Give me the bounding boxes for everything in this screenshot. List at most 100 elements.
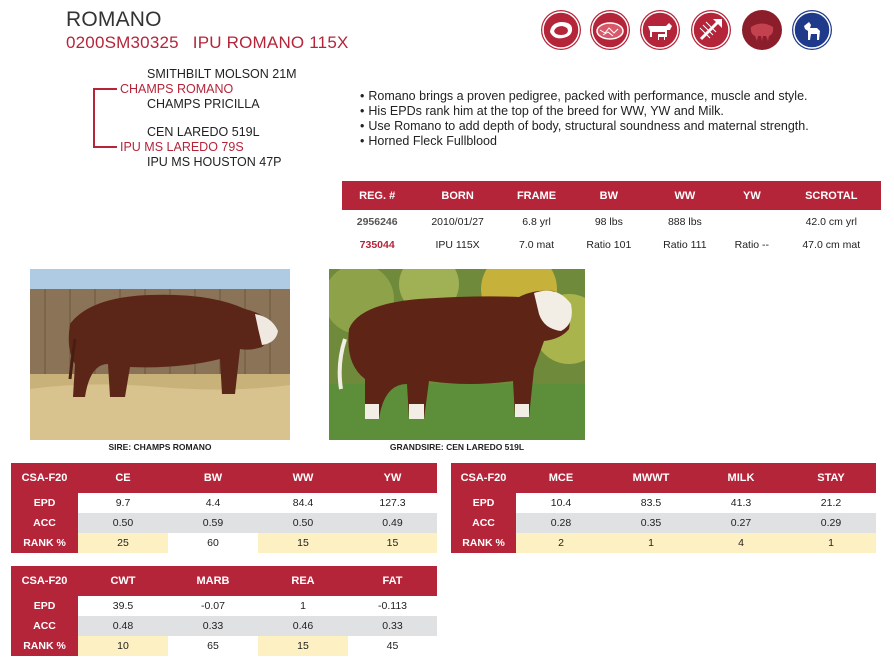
- rank-value: 1: [786, 533, 876, 553]
- rank-value: 65: [207, 640, 219, 652]
- column-header: MCE: [516, 463, 606, 493]
- epd-table-maternal: CSA-F20 MCE MWWT MILK STAY EPD 10.4 83.5…: [451, 463, 876, 553]
- row-label: ACC: [11, 616, 78, 636]
- grandsire-photo: [329, 269, 585, 440]
- table-cell: 6.8 yrl: [522, 215, 551, 228]
- acc-value: 0.48: [78, 616, 168, 636]
- epd-table-label: CSA-F20: [451, 463, 516, 493]
- bullet-item: Horned Fleck Fullblood: [360, 134, 809, 149]
- acc-value: 0.50: [78, 513, 168, 533]
- row-label: EPD: [11, 493, 78, 513]
- epd-header-row: CSA-F20 CE BW WW YW: [11, 463, 437, 493]
- registration-line: 0200SM30325 IPU ROMANO 115X: [66, 33, 349, 53]
- acc-value: 0.33: [348, 616, 437, 636]
- pedigree-bracket: [93, 88, 117, 148]
- epd-table-carcass: CSA-F20 CWT MARB REA FAT EPD 39.5 -0.07 …: [11, 566, 437, 656]
- rank-value: 4: [696, 533, 786, 553]
- epd-value: 21.2: [820, 497, 842, 509]
- table-cell: Ratio 111: [663, 238, 707, 251]
- table-cell: IPU 115X: [435, 238, 480, 251]
- header-bw: BW: [570, 181, 648, 210]
- header-scrotal: SCROTAL: [781, 181, 881, 210]
- column-header: WW: [258, 463, 348, 493]
- carcass-steak-icon: [541, 10, 581, 50]
- pedigree-dam: IPU MS LAREDO 79S: [120, 140, 244, 154]
- bullet-item: Use Romano to add depth of body, structu…: [360, 119, 808, 134]
- rank-value: 25: [78, 533, 168, 553]
- reg-number: 2956246: [356, 215, 398, 228]
- acc-value: 0.28: [516, 513, 606, 533]
- epd-value: -0.113: [378, 600, 407, 612]
- description-bullets: Romano brings a proven pedigree, packed …: [360, 89, 809, 149]
- full-name: IPU ROMANO 115X: [192, 33, 349, 52]
- table-cell: 98 lbs: [594, 215, 623, 228]
- acc-value: 0.46: [258, 616, 348, 636]
- epd-value: 4.4: [205, 497, 221, 509]
- table-cell: 2010/01/27: [431, 215, 484, 228]
- acc-value: 0.49: [348, 513, 437, 533]
- maternal-cow-calf-icon: [640, 10, 680, 50]
- row-label: ACC: [451, 513, 516, 533]
- pedigree-sire-dam: CHAMPS PRICILLA: [147, 97, 260, 111]
- rank-value: 15: [258, 636, 348, 656]
- table-row: 735044 IPU 115X 7.0 mat Ratio 101 Ratio …: [342, 233, 881, 256]
- rank-value: 60: [207, 537, 219, 549]
- epd-value: 127.3: [379, 497, 406, 509]
- epd-row: EPD 9.7 4.4 84.4 127.3: [11, 493, 437, 513]
- header-reg: REG. #: [342, 181, 413, 210]
- reg-number: 735044: [359, 238, 395, 251]
- table-cell: Ratio --: [734, 238, 770, 251]
- acc-value: 0.33: [168, 616, 258, 636]
- column-header: CWT: [78, 566, 168, 596]
- column-header: CE: [78, 463, 168, 493]
- pedigree-dam-dam: IPU MS HOUSTON 47P: [147, 155, 282, 169]
- header-yw: YW: [722, 181, 782, 210]
- marbled-beef-icon: [590, 10, 630, 50]
- table-cell: Ratio 101: [586, 238, 632, 251]
- bull-name: ROMANO: [66, 8, 162, 31]
- rank-value: 1: [606, 533, 696, 553]
- header-born: BORN: [412, 181, 503, 210]
- row-label: EPD: [11, 596, 78, 616]
- growth-arrow-icon: [691, 10, 731, 50]
- acc-row: ACC 0.48 0.33 0.46 0.33: [11, 616, 437, 636]
- epd-value: 1: [300, 600, 306, 612]
- reg-code: 0200SM30325: [66, 33, 179, 52]
- column-header: MILK: [696, 463, 786, 493]
- rank-value: 15: [258, 533, 348, 553]
- sire-photo: [30, 269, 290, 440]
- pedigree-sire-sire: SMITHBILT MOLSON 21M: [147, 67, 297, 81]
- epd-header-row: CSA-F20 MCE MWWT MILK STAY: [451, 463, 876, 493]
- table-row: 2956246 2010/01/27 6.8 yrl 98 lbs 888 lb…: [342, 210, 881, 233]
- registration-table: REG. # BORN FRAME BW WW YW SCROTAL 29562…: [342, 181, 881, 256]
- table-cell: 888 lbs: [667, 215, 702, 228]
- row-label: ACC: [11, 513, 78, 533]
- epd-header-row: CSA-F20 CWT MARB REA FAT: [11, 566, 437, 596]
- epd-value: 39.5: [112, 600, 134, 612]
- row-label: EPD: [451, 493, 516, 513]
- bullet-item: His EPDs rank him at the top of the bree…: [360, 104, 809, 119]
- row-label: RANK %: [11, 636, 78, 656]
- table-cell: 42.0 cm yrl: [805, 215, 857, 228]
- header-frame: FRAME: [502, 181, 571, 210]
- rank-value: 2: [516, 533, 606, 553]
- table-cell: [722, 210, 781, 233]
- column-header: MWWT: [606, 463, 696, 493]
- column-header: YW: [348, 463, 437, 493]
- acc-value: 0.29: [786, 513, 876, 533]
- epd-value: 10.4: [550, 497, 572, 509]
- epd-value: 9.7: [115, 497, 131, 509]
- column-header: STAY: [786, 463, 876, 493]
- epd-table-growth: CSA-F20 CE BW WW YW EPD 9.7 4.4 84.4 127…: [11, 463, 437, 553]
- acc-row: ACC 0.28 0.35 0.27 0.29: [451, 513, 876, 533]
- table-cell: 7.0 mat: [518, 238, 555, 251]
- column-header: BW: [168, 463, 258, 493]
- udder-milk-icon: [742, 10, 782, 50]
- calving-ease-calf-icon: [792, 10, 832, 50]
- epd-row: EPD 10.4 83.5 41.3 21.2: [451, 493, 876, 513]
- epd-value: 41.3: [730, 497, 752, 509]
- column-header: MARB: [168, 566, 258, 596]
- column-header: REA: [258, 566, 348, 596]
- table-cell: 47.0 cm mat: [802, 238, 861, 251]
- rank-value: 15: [348, 533, 437, 553]
